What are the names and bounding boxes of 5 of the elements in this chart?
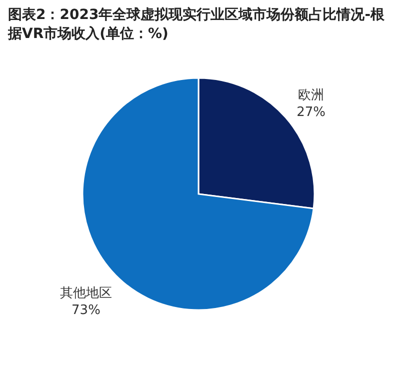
data-label: 27% — [296, 104, 326, 120]
slice-label: 其他地区 — [60, 286, 112, 302]
data-label: 73% — [72, 303, 100, 318]
slice-label: 欧洲 — [298, 88, 324, 103]
chart-title: 图表2：2023年全球虚拟现实行业区域市场份额占比情况-根据VR市场收入(单位：%) — [6, 6, 386, 44]
